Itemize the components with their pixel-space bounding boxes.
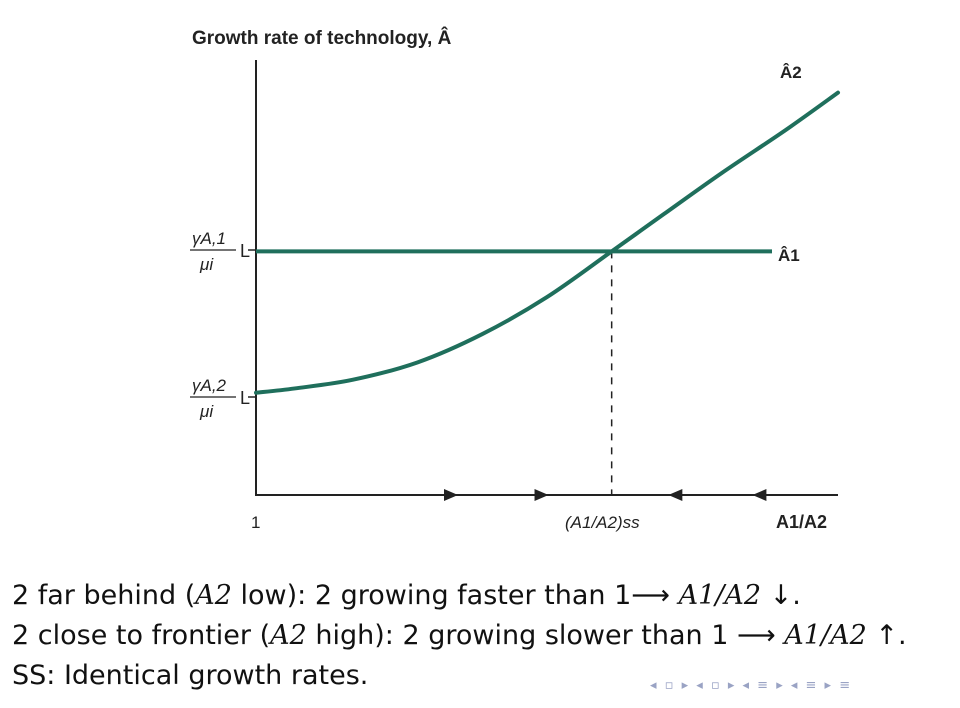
direction-arrow-left — [668, 489, 683, 501]
series-a2-label: Â2 — [780, 63, 802, 82]
caption-line-1: 2 far behind (A2 low): 2 growing faster … — [12, 580, 801, 611]
caption-line-1-math-a: A2 — [195, 580, 232, 611]
y-tick-label-1-numerator: γA,1 — [192, 229, 226, 248]
y-tick-label-2-numerator: γA,2 — [192, 376, 227, 395]
series-a1-label: Â1 — [778, 246, 800, 265]
caption-line-2-math-a: A2 — [270, 620, 307, 651]
x-tick-label-steady-state: (A1/A2)ss — [565, 513, 640, 532]
caption-line-2-text-a: 2 close to frontier ( — [12, 620, 271, 651]
caption-line-1-text-b: low): 2 growing faster than 1⟶ — [231, 580, 679, 611]
caption-line-1-math-b: A1/A2 — [678, 580, 762, 611]
slide-navigation-icons[interactable]: ◂ ▫ ▸ ◂ ▫ ▸ ◂ ≡ ▸ ◂ ≡ ▸ ≡ — [650, 678, 853, 693]
direction-arrow-right — [534, 489, 549, 501]
caption-line-1-text-c: ↓. — [761, 580, 801, 611]
direction-arrow-left — [752, 489, 767, 501]
chart-title: Growth rate of technology, Â — [192, 27, 452, 49]
caption-line-2-text-c: ↑. — [866, 620, 907, 651]
caption-line-2-text-b: high): 2 growing slower than 1 ⟶ — [306, 620, 785, 651]
x-tick-label-1: 1 — [251, 513, 260, 532]
caption-line-2: 2 close to frontier (A2 high): 2 growing… — [12, 620, 907, 651]
series-a2-line — [254, 90, 840, 395]
caption-line-2-math-b: A1/A2 — [784, 620, 867, 651]
y-tick-label-1-denominator: μi — [199, 255, 214, 274]
y-tick-label-2-denominator: μi — [199, 402, 214, 421]
x-axis-label: A1/A2 — [776, 512, 827, 532]
direction-arrows — [444, 489, 767, 501]
y-tick-label-1-bracket: L — [240, 241, 250, 261]
y-tick-label-2-bracket: L — [240, 388, 250, 408]
caption-line-1-text-a: 2 far behind ( — [12, 580, 196, 611]
direction-arrow-right — [444, 489, 458, 501]
caption-line-3: SS: Identical growth rates. — [12, 660, 369, 691]
growth-rate-chart: Growth rate of technology, Â γA,1 μi L γ… — [190, 27, 840, 532]
